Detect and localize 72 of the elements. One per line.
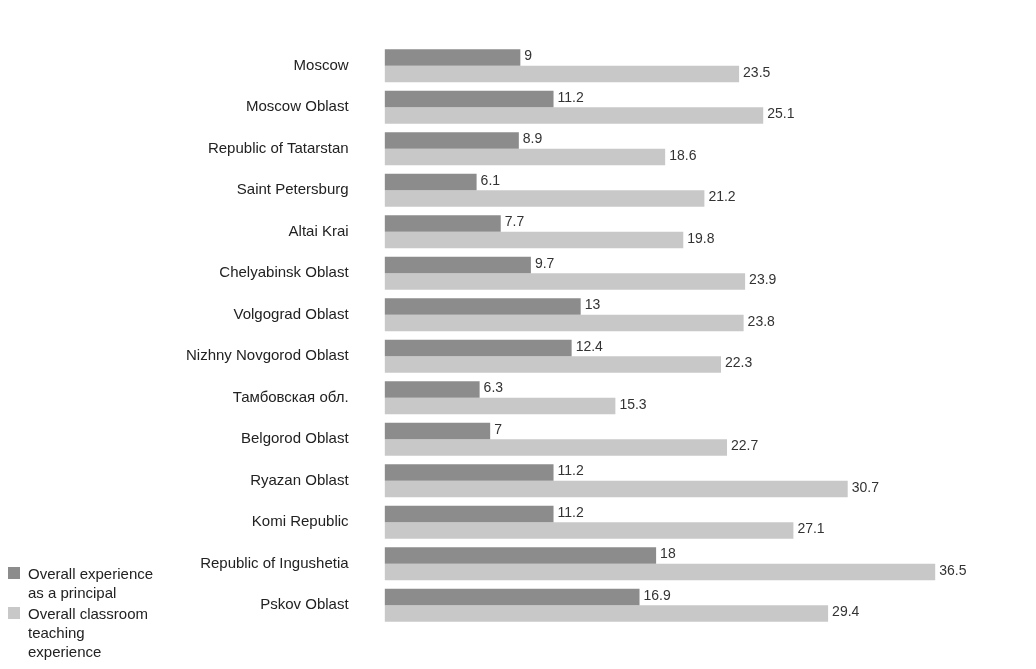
data-label: 23.9 — [749, 271, 777, 288]
bar — [384, 563, 936, 581]
y-tick-label: Belgorod Oblast — [241, 429, 350, 447]
bar — [384, 339, 572, 357]
bar — [384, 381, 480, 398]
y-tick-label: Chelyabinsk Oblast — [219, 263, 350, 281]
data-label: 29.4 — [832, 603, 860, 620]
data-label: 9 — [524, 47, 533, 64]
y-tick-label: Ryazan Oblast — [250, 470, 350, 488]
legend-label: Overall experience as a principal — [28, 564, 155, 602]
bar — [384, 522, 794, 539]
data-label: 8.9 — [522, 130, 543, 147]
bar — [384, 314, 744, 332]
legend-label: Overall classroom teaching experience — [28, 604, 150, 661]
data-label: 11.2 — [557, 503, 584, 520]
y-tick-label: Moscow — [293, 55, 349, 73]
data-label: 7 — [494, 420, 503, 437]
data-label: 11.2 — [557, 88, 584, 105]
bar — [384, 215, 501, 232]
bar — [384, 464, 554, 481]
bar — [384, 422, 491, 440]
data-label: 16.9 — [643, 586, 671, 603]
data-label: 6.3 — [483, 379, 504, 396]
data-label: 36.5 — [939, 561, 967, 578]
data-label: 19.8 — [687, 229, 715, 246]
y-tick-label: Saint Petersburg — [236, 180, 349, 198]
bar — [384, 49, 521, 66]
data-label: 18 — [660, 545, 676, 562]
y-tick-label: Nizhny Novgorod Oblast — [186, 346, 350, 364]
data-label: 12.4 — [575, 337, 604, 354]
data-label: 13 — [584, 296, 601, 313]
data-label: 21.2 — [708, 188, 736, 205]
bar — [384, 439, 728, 456]
bar — [384, 173, 477, 191]
bar — [384, 190, 705, 207]
data-label: 23.5 — [743, 63, 771, 80]
bar — [384, 90, 554, 108]
data-label: 30.7 — [851, 478, 880, 495]
bar — [384, 397, 616, 415]
bar — [384, 132, 519, 149]
bar — [384, 480, 848, 498]
data-label: 6.1 — [480, 171, 501, 188]
y-tick-label: Moscow Oblast — [246, 97, 350, 115]
data-label: 9.7 — [534, 254, 555, 271]
y-tick-label: Тамбовская обл. — [232, 387, 349, 405]
data-label: 7.7 — [504, 213, 525, 230]
bar — [384, 356, 721, 373]
data-label: 25.1 — [767, 105, 795, 122]
bar — [384, 298, 581, 315]
bar — [384, 505, 554, 523]
data-label: 11.2 — [557, 462, 584, 479]
bar — [384, 148, 666, 166]
data-label: 27.1 — [797, 520, 825, 537]
y-tick-label: Pskov Oblast — [260, 595, 350, 613]
data-label: 22.7 — [731, 437, 759, 454]
data-label: 18.6 — [669, 146, 697, 163]
data-label: 15.3 — [619, 395, 647, 412]
bar — [384, 605, 829, 622]
bar — [384, 65, 740, 83]
bar — [384, 256, 531, 274]
y-tick-label: Volgograd Oblast — [233, 304, 350, 322]
bar — [384, 588, 640, 606]
bar — [384, 547, 657, 564]
data-label: 22.3 — [724, 354, 753, 371]
data-label: 23.8 — [747, 312, 776, 329]
bar — [384, 231, 684, 249]
bar — [384, 107, 764, 124]
bar — [384, 273, 746, 290]
y-tick-label: Republic of Tatarstan — [207, 138, 349, 156]
y-tick-label: Republic of Ingushetia — [200, 553, 350, 571]
y-tick-label: Komi Republic — [251, 512, 350, 530]
y-tick-label: Altai Krai — [288, 221, 349, 239]
